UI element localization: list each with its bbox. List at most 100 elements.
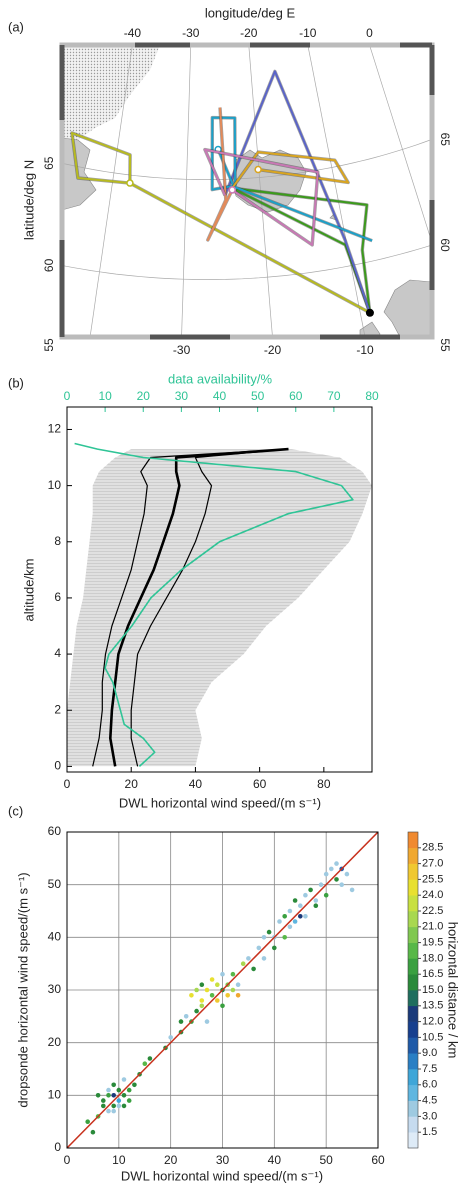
plot-area (67, 408, 372, 770)
point (287, 924, 293, 930)
point (230, 987, 236, 993)
point (178, 1019, 184, 1024)
point (323, 871, 329, 877)
point (266, 929, 272, 935)
point (116, 1103, 122, 1109)
colorbar-swatch (408, 1037, 418, 1054)
panel-label: (a) (8, 19, 24, 34)
colorbar-tick-label: 22.5 (422, 905, 443, 917)
map-frame (59, 42, 435, 340)
greenland (62, 137, 97, 211)
point (256, 945, 262, 951)
x-tick-label: -10 (356, 343, 374, 357)
identity-line (67, 832, 378, 1148)
point (230, 971, 236, 977)
point (126, 1098, 132, 1103)
grid-line (89, 45, 133, 337)
x-tick-label: 20 (125, 777, 139, 791)
point (106, 1087, 111, 1093)
y-tick-label: 60 (42, 258, 56, 272)
point (116, 1087, 122, 1093)
colorbar-tick-label: 21.0 (422, 921, 443, 933)
colorbar-tick-label: 18.0 (422, 952, 443, 964)
point (298, 903, 303, 908)
point (246, 956, 251, 961)
colorbar-swatch (408, 926, 418, 943)
wind-profile (109, 447, 289, 767)
x-tick-label: 60 (371, 1153, 385, 1167)
point (339, 882, 345, 887)
colorbar-swatch (408, 974, 418, 991)
colorbar-swatch (408, 847, 418, 864)
y-axis-label: dropsonde horizontal wind speed/(m s⁻¹) (15, 872, 30, 1107)
colorbar-swatch (408, 1053, 418, 1070)
point (189, 993, 194, 998)
x2-tick-label: 10 (98, 389, 112, 403)
x2-tick-label: 60 (289, 389, 303, 403)
point (194, 987, 199, 993)
point (199, 998, 205, 1003)
colorbar-swatch (408, 1100, 418, 1117)
colorbar-swatch (408, 1084, 418, 1101)
track-end (228, 186, 236, 194)
point (194, 1008, 199, 1014)
point (168, 1035, 173, 1040)
point (235, 982, 241, 987)
panel-label: (c) (8, 803, 23, 818)
point (220, 1003, 225, 1009)
colorbar-swatch (408, 1132, 418, 1149)
point (132, 1082, 137, 1088)
colorbar-swatch (408, 990, 418, 1007)
point (303, 914, 308, 919)
point (183, 1014, 189, 1019)
colorbar-tick-label: 16.5 (422, 968, 443, 980)
y-tick-label: 6 (54, 590, 61, 604)
map-grid (62, 45, 432, 337)
x-tick-label: -30 (182, 26, 200, 40)
x2-tick-label: 0 (64, 389, 71, 403)
y-tick-label: 65 (42, 156, 56, 170)
point (313, 898, 319, 903)
point (147, 1056, 153, 1061)
point (313, 903, 319, 908)
point (308, 887, 313, 893)
point (111, 1103, 116, 1109)
y-tick-label: 60 (438, 238, 452, 252)
point (126, 1087, 132, 1093)
point (292, 898, 298, 903)
iceland (231, 149, 307, 213)
point (334, 877, 339, 882)
plot-area (67, 832, 378, 1148)
base-marker (365, 308, 374, 317)
x-tick-label: 50 (319, 1153, 333, 1167)
point (282, 914, 288, 919)
y-tick-label: 60 (48, 824, 62, 838)
x-tick-label: 80 (317, 777, 331, 791)
colorbar-swatch (408, 942, 418, 959)
colorbar-tick-label: 13.5 (422, 1000, 443, 1012)
colorbar-swatch (408, 879, 418, 896)
point (215, 982, 220, 987)
point (318, 882, 324, 887)
y-tick-label: 65 (438, 133, 452, 147)
x2-tick-label: 20 (137, 389, 151, 403)
colorbar-tick-label: 27.0 (422, 858, 443, 870)
axes: 0 10 20 30 40 50 60 0 10 20 30 40 50 60 (48, 824, 385, 1167)
point (349, 887, 355, 893)
point (101, 1103, 106, 1109)
grid-line (369, 45, 432, 244)
point (277, 919, 282, 924)
scotland (383, 279, 432, 337)
sea-ice (62, 45, 160, 140)
track-end (126, 179, 134, 187)
point (292, 919, 298, 924)
x-tick-label: 40 (189, 777, 203, 791)
y-tick-label: 4 (54, 646, 61, 660)
point (199, 982, 205, 987)
x-tick-label: 40 (268, 1153, 282, 1167)
point (209, 977, 215, 982)
x-tick-label: 60 (253, 777, 267, 791)
y-tick-label: 50 (48, 877, 62, 891)
point (204, 1019, 210, 1024)
